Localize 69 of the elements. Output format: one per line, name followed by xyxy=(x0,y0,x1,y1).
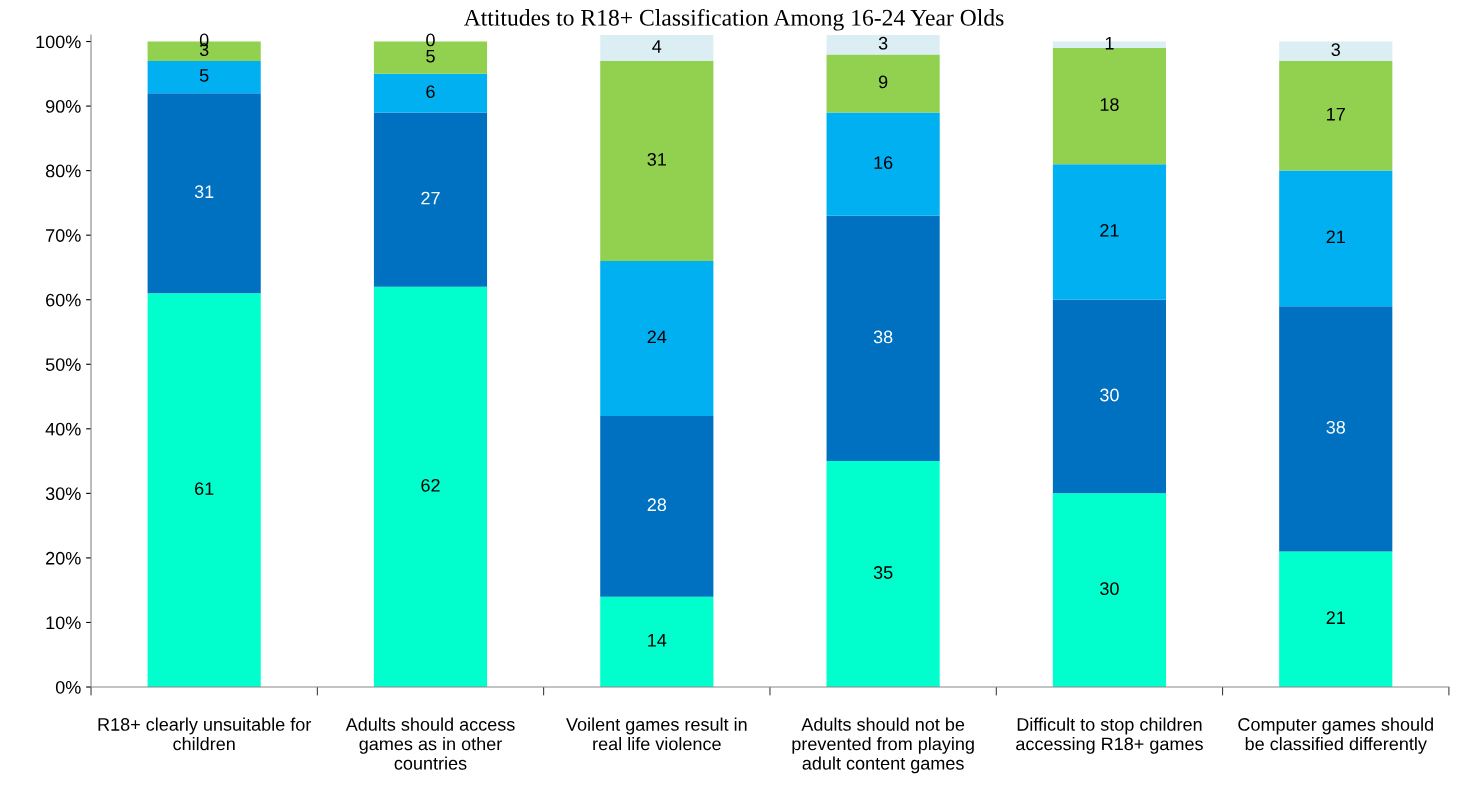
data-label: 24 xyxy=(647,330,667,344)
y-tick-label: 70% xyxy=(46,229,81,242)
data-label: 61 xyxy=(195,482,214,495)
data-label: 30 xyxy=(1100,388,1119,402)
bar xyxy=(373,112,488,287)
data-label: 6 xyxy=(426,85,435,99)
y-tick-label: 60% xyxy=(46,293,81,307)
data-label: 30 xyxy=(1100,582,1119,596)
bar xyxy=(826,215,940,462)
bar xyxy=(1279,306,1393,552)
bar xyxy=(600,60,714,261)
y-tick-label: 90% xyxy=(46,100,81,113)
data-label: 1 xyxy=(1105,37,1114,50)
data-label: 5 xyxy=(199,69,209,82)
y-tick-label: 100% xyxy=(36,35,81,49)
bar xyxy=(1052,493,1167,688)
data-label: 28 xyxy=(647,498,667,512)
bar xyxy=(600,415,714,597)
bar xyxy=(826,461,940,688)
data-label: 38 xyxy=(1326,420,1346,434)
data-label: 27 xyxy=(421,191,440,205)
bar xyxy=(147,60,261,94)
y-tick-label: 30% xyxy=(45,487,81,501)
chart-title: Attitudes to R18+ Classification Among 16-24 Year Olds xyxy=(463,8,1004,31)
bar xyxy=(1052,164,1167,300)
x-tick-label: Computer games should be classified differently xyxy=(1238,717,1433,754)
y-tick-label: 20% xyxy=(46,551,81,565)
data-label: 14 xyxy=(648,634,667,647)
data-label: 38 xyxy=(873,330,893,344)
data-label: 16 xyxy=(874,156,893,170)
y-tick-label: 50% xyxy=(45,358,81,371)
data-label: 9 xyxy=(878,75,888,89)
x-tick-label: Voilent games result in real life violence xyxy=(566,717,747,751)
data-label: 31 xyxy=(194,185,214,199)
bar xyxy=(600,35,714,61)
data-label: 62 xyxy=(421,478,440,492)
bar xyxy=(147,93,261,294)
bar xyxy=(1052,299,1167,494)
bar xyxy=(1279,60,1393,171)
bar xyxy=(600,260,714,416)
data-label: 21 xyxy=(1326,230,1345,244)
bar xyxy=(826,35,940,55)
data-label: 35 xyxy=(873,566,893,579)
data-label: 17 xyxy=(1327,108,1345,121)
y-tick-label: 0% xyxy=(55,680,81,694)
y-tick-label: 80% xyxy=(45,164,81,178)
bar xyxy=(600,596,714,688)
bar xyxy=(826,54,940,113)
bar xyxy=(1279,170,1393,307)
bar xyxy=(1279,551,1393,688)
x-tick-label: Adults should access games as in other countries xyxy=(345,717,515,770)
x-tick-label: Difficult to stop children accessing R18+ games xyxy=(1016,717,1203,754)
data-label: 21 xyxy=(1100,224,1119,237)
bar xyxy=(1279,41,1393,61)
y-tick-label: 40% xyxy=(45,422,81,436)
data-label: 21 xyxy=(1326,611,1345,624)
data-label: 4 xyxy=(652,40,662,53)
data-label: 31 xyxy=(647,153,666,166)
y-tick-label: 10% xyxy=(46,616,81,630)
data-label: 3 xyxy=(878,36,888,50)
x-tick-label: R18+ clearly unsuitable for children xyxy=(98,717,312,751)
bar xyxy=(147,293,261,688)
bar xyxy=(373,73,488,113)
data-label: 18 xyxy=(1100,98,1119,111)
data-label: 5 xyxy=(426,49,435,63)
bar xyxy=(826,112,940,216)
x-tick-label: Adults should not be prevented from playing adult content games xyxy=(792,717,974,774)
data-label: 3 xyxy=(1331,43,1340,57)
bar xyxy=(373,286,488,688)
